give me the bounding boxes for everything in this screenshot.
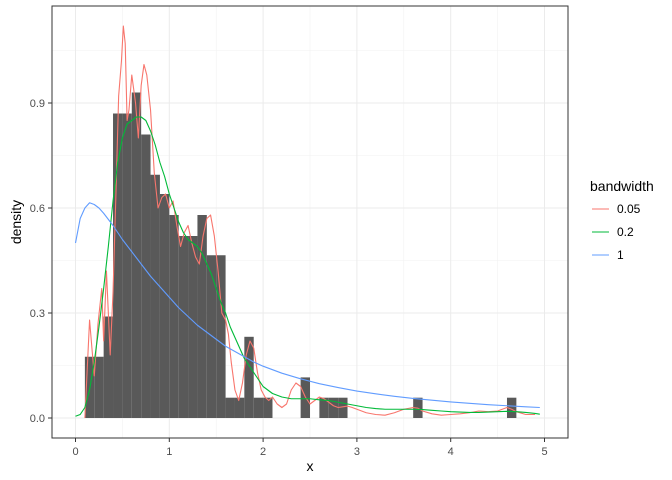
y-axis-title: density — [8, 200, 24, 244]
histogram-bar — [150, 174, 160, 418]
plot-panel-border — [51, 5, 569, 439]
y-tick-label: 0.0 — [30, 413, 45, 425]
x-axis-ticks: 0 1 2 3 4 5 — [72, 438, 548, 458]
histogram-bar — [225, 397, 235, 418]
histogram-bar — [141, 134, 151, 418]
x-tick-label: 3 — [354, 446, 360, 458]
histogram-bar — [338, 397, 348, 418]
legend-items: 0.05 0.2 1 — [592, 202, 641, 262]
histogram-bar — [169, 215, 179, 418]
histogram-bar — [188, 236, 198, 418]
histogram-bar — [263, 397, 273, 418]
density-line-bw-0-2 — [75, 116, 540, 417]
y-tick-label: 0.6 — [30, 203, 45, 215]
legend-title: bandwidth — [590, 178, 654, 194]
histogram-bar — [253, 397, 264, 418]
y-tick-label: 0.9 — [30, 98, 45, 110]
histogram-bar — [122, 113, 132, 418]
histogram-bar — [94, 356, 104, 418]
x-tick-label: 2 — [260, 446, 266, 458]
legend: bandwidth 0.05 0.2 1 — [590, 178, 654, 262]
histogram-bar — [328, 397, 339, 418]
y-tick-label: 0.3 — [30, 308, 45, 320]
histogram-bar — [197, 215, 207, 418]
histogram-bar — [131, 92, 142, 418]
x-tick-label: 5 — [541, 446, 547, 458]
legend-label: 1 — [617, 248, 624, 262]
density-line-bw-1 — [74, 202, 540, 409]
histogram-bar — [506, 397, 517, 418]
legend-label: 0.2 — [617, 225, 634, 239]
density-lines — [74, 25, 540, 419]
histogram-bar — [234, 397, 245, 418]
histogram-bar — [319, 397, 329, 418]
histogram-bar — [103, 316, 114, 418]
x-tick-label: 0 — [72, 446, 78, 458]
histogram-bar — [113, 113, 123, 418]
histogram-bar — [244, 336, 254, 418]
histogram-bar — [178, 236, 189, 418]
histogram-bar — [216, 255, 226, 418]
x-tick-label: 1 — [166, 446, 172, 458]
legend-label: 0.05 — [617, 202, 641, 216]
y-axis-ticks: 0.0 0.3 0.6 0.9 — [30, 98, 52, 425]
histogram-bar — [159, 194, 170, 418]
x-axis-title: x — [307, 458, 314, 474]
x-tick-label: 4 — [448, 446, 454, 458]
histogram-bar — [206, 255, 217, 418]
